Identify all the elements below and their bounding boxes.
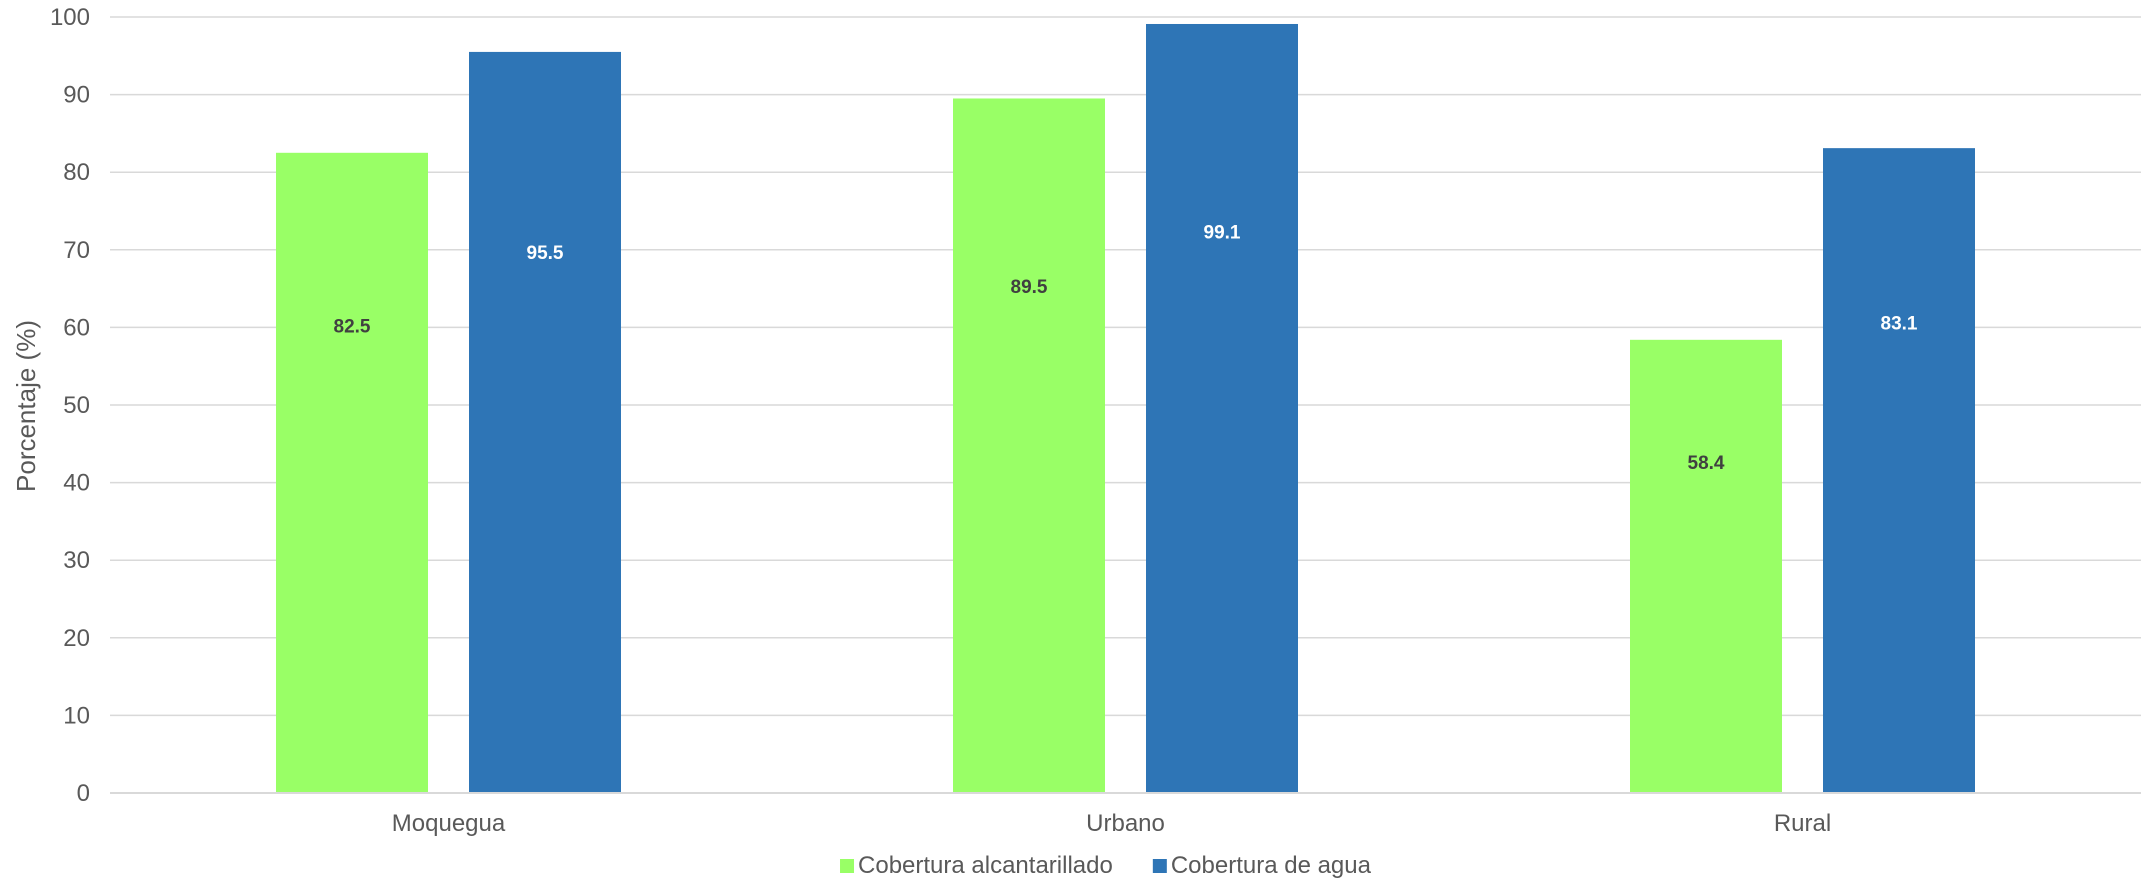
y-tick-label: 40 [63,470,90,497]
y-tick-label: 50 [63,392,90,419]
data-labels: 82.5 95.5 89.5 99.1 58.4 83.1 [334,223,1918,475]
y-tick-label: 10 [63,702,90,729]
data-label: 95.5 [527,243,564,264]
bar [469,51,621,794]
legend-swatch [840,859,855,873]
y-tick-label: 60 [63,314,90,341]
bar [1823,148,1975,794]
y-tick-label: 70 [63,237,90,264]
bar [1146,23,1298,793]
y-tick-label: 30 [63,547,90,574]
legend-swatch [1152,859,1167,873]
data-label: 89.5 [1011,277,1048,298]
legend: Cobertura alcantarillado Cobertura de agu… [840,852,1372,879]
x-tick-label: Moquegua [392,810,506,837]
legend-label: Cobertura alcantarillado [858,852,1113,879]
y-tick-label: 20 [63,625,90,652]
data-label: 82.5 [334,317,371,338]
axes: 0 10 20 30 40 50 60 70 80 90 100 Moquegua Urbano Rura… [50,4,2141,837]
bar [953,98,1105,794]
bar [1630,339,1782,793]
legend-label: Cobertura de agua [1171,852,1372,879]
y-tick-label: 80 [63,159,90,186]
gridlines [110,16,2141,717]
y-axis-title: Porcentaje (%) [11,320,41,492]
x-tick-label: Rural [1774,810,1831,837]
bars [276,23,1975,794]
y-tick-label: 100 [50,4,90,31]
data-label: 99.1 [1204,223,1241,244]
data-label: 58.4 [1688,453,1725,474]
y-tick-label: 0 [77,780,90,807]
y-tick-label: 90 [63,82,90,109]
bar [276,152,428,794]
x-tick-label: Urbano [1086,810,1165,837]
data-label: 83.1 [1881,313,1918,334]
